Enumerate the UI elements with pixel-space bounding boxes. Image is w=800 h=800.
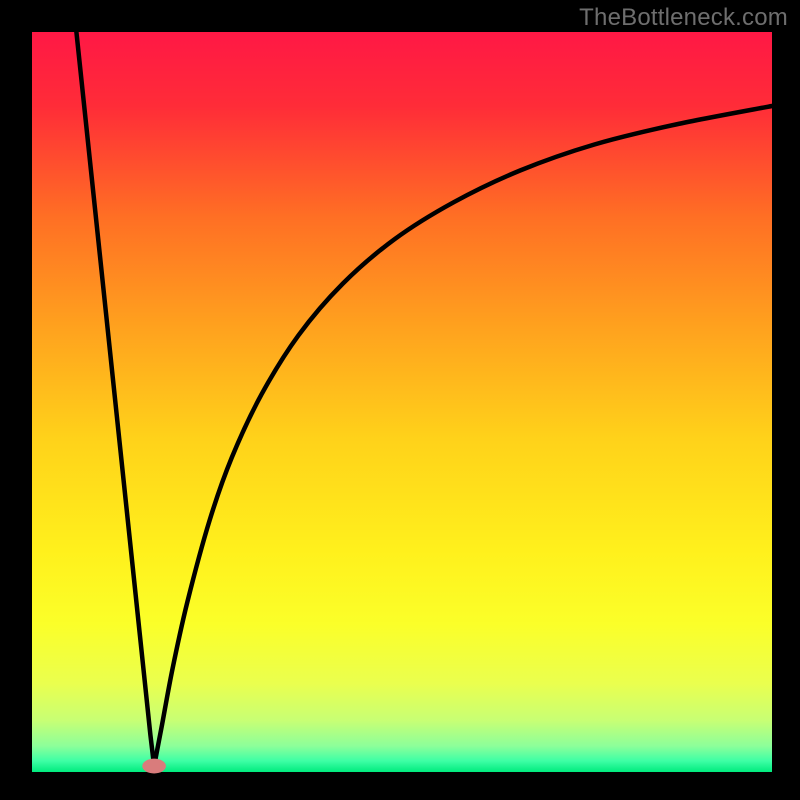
watermark-label: TheBottleneck.com: [579, 4, 788, 32]
chart-canvas: [0, 0, 800, 800]
bottleneck-chart: TheBottleneck.com: [0, 0, 800, 800]
min-marker: [142, 759, 166, 774]
